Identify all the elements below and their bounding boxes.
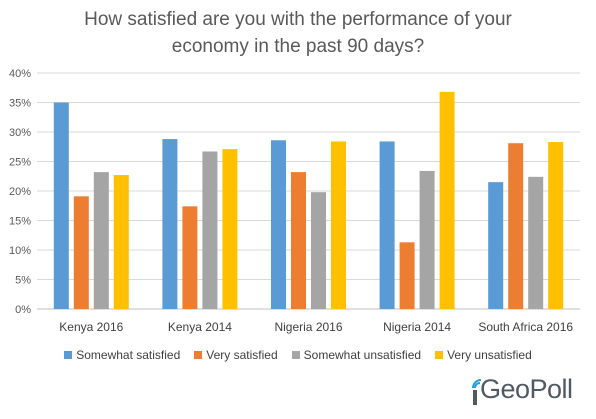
bar [222,149,238,309]
y-tick-label: 15% [9,216,31,228]
y-tick-label: 20% [9,186,31,198]
bar [399,242,415,309]
signal-icon [472,379,482,405]
chart-title-line-2: economy in the past 90 days? [171,36,425,57]
geopoll-logo: GeoPoll [466,372,588,410]
legend-label: Very satisfied [206,348,278,362]
bar [291,172,306,309]
legend-swatch [291,351,300,359]
legend-swatch [435,351,444,359]
bar [162,139,178,309]
x-tick-label: South Africa 2016 [478,320,573,334]
x-tick-label: Kenya 2016 [59,320,123,334]
legend-label: Very unsatisfied [447,348,532,362]
chart-title-line-1: How satisfied are you with the performan… [84,9,512,30]
y-tick-label: 0% [15,304,31,316]
legend-item: Very unsatisfied [435,348,532,362]
bar [271,140,286,309]
x-tick-label: Kenya 2014 [168,320,232,334]
legend-label: Somewhat satisfied [76,348,181,362]
y-tick-label: 10% [9,245,31,257]
legend-item: Somewhat satisfied [64,348,180,362]
legend-swatch [64,351,73,359]
x-tick-label: Nigeria 2014 [383,320,451,334]
logo-text: GeoPoll [480,374,573,404]
plot-area: 0% 5% 10% 15% 20% 25% 30% 35% 40% Kenya 2016 Kenya… [9,68,580,334]
bar [53,102,69,309]
bar [73,196,89,309]
bar [331,141,346,309]
bar [113,175,129,309]
bar [182,206,198,309]
y-tick-label: 30% [9,127,31,139]
y-tick-label: 35% [9,98,31,110]
y-tick-label: 40% [9,68,31,80]
x-tick-label: Nigeria 2016 [274,320,342,334]
bar [488,182,504,309]
legend: Somewhat satisfied Very satisfied Somewhat… [0,348,596,362]
bar [419,170,435,309]
y-tick-label: 5% [15,275,31,287]
bar [93,172,109,309]
bar [508,143,524,309]
bar [379,141,395,309]
bar [311,192,326,309]
legend-item: Very satisfied [194,348,278,362]
legend-label: Somewhat unsatisfied [303,348,422,362]
legend-item: Somewhat unsatisfied [291,348,422,362]
bar [439,91,455,309]
y-tick-label: 25% [9,157,31,169]
legend-swatch [194,351,203,359]
bar [548,142,564,309]
bar [528,176,544,309]
bar [202,151,218,309]
